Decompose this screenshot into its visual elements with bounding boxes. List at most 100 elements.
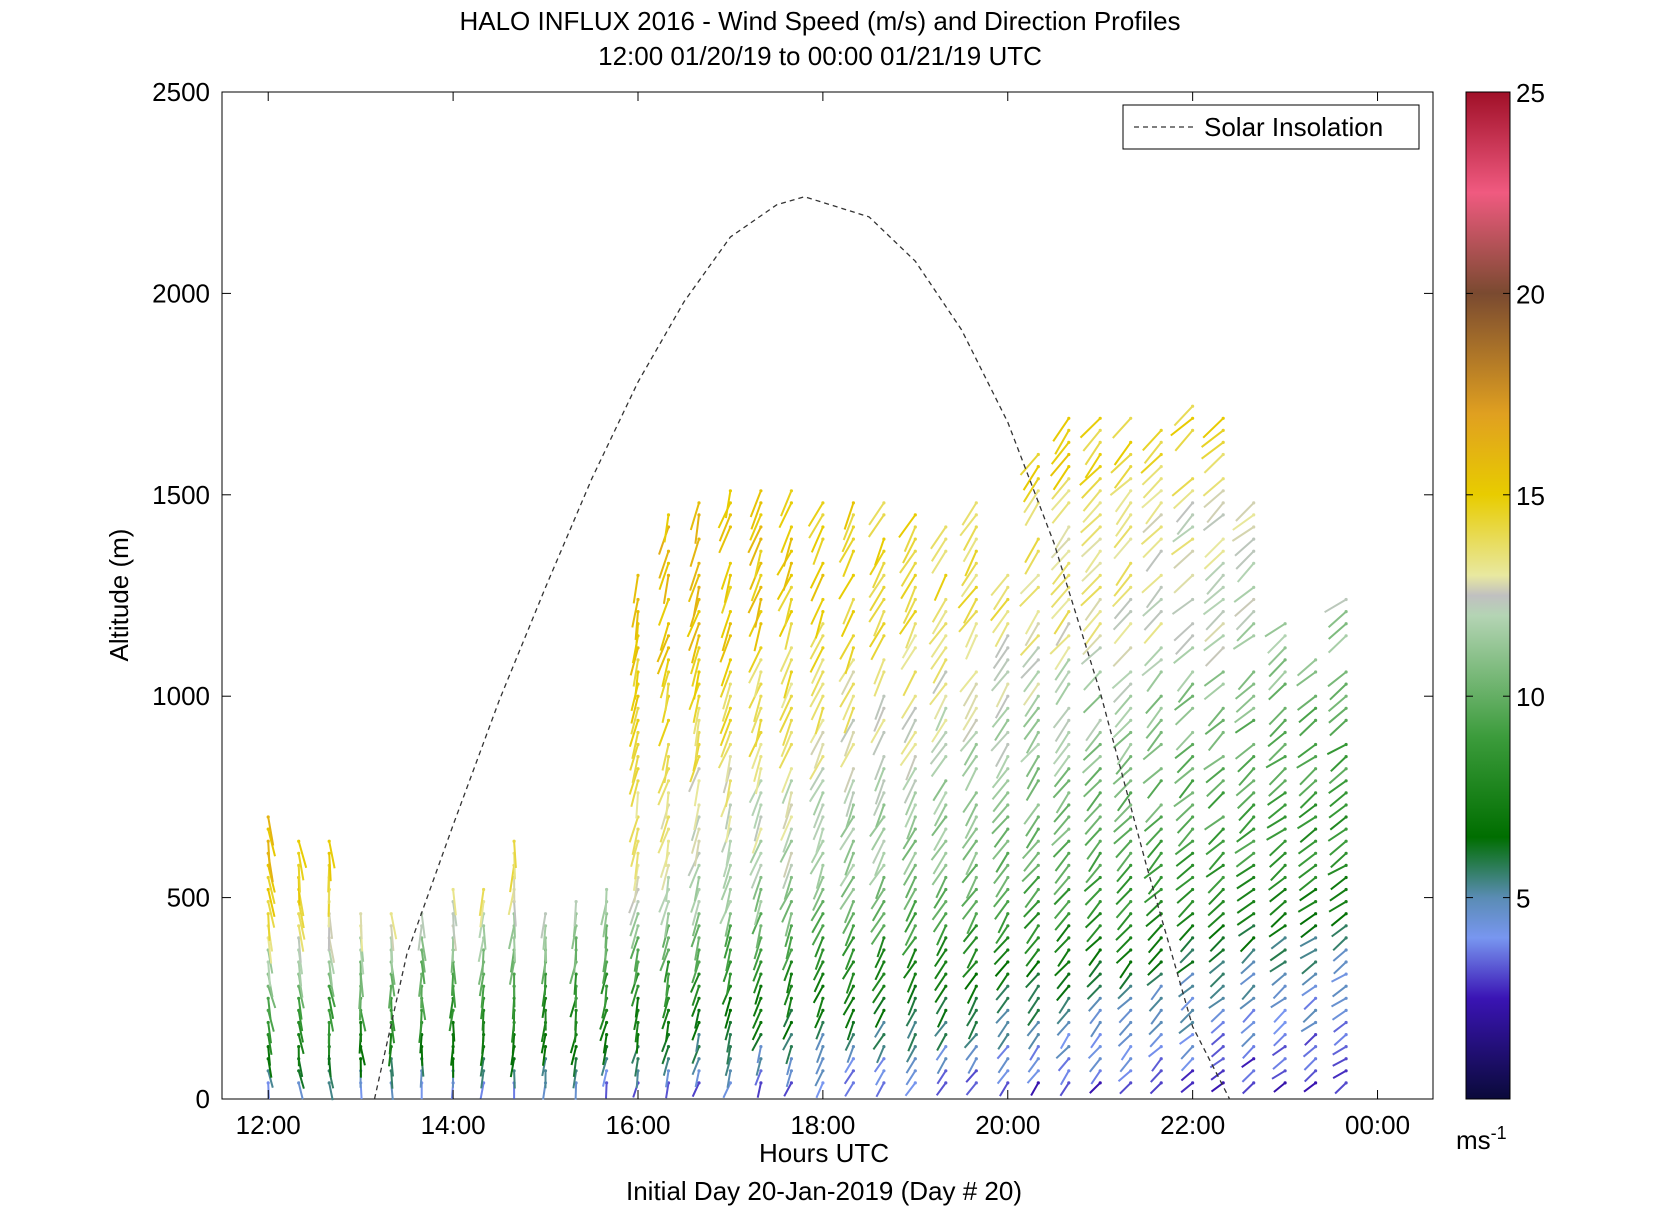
wind-barb-head xyxy=(974,875,978,880)
wind-barb xyxy=(1115,502,1132,526)
wind-barb-head xyxy=(636,851,640,855)
wind-barb-head xyxy=(821,863,825,868)
wind-barb xyxy=(1113,574,1132,597)
wind-barb xyxy=(876,937,885,958)
wind-barb xyxy=(725,841,732,866)
wind-barb xyxy=(543,974,547,996)
wind-barb-head xyxy=(1129,1069,1133,1073)
wind-barb-head xyxy=(1129,912,1133,916)
wind-barb xyxy=(1145,719,1162,739)
wind-barb-head xyxy=(636,839,640,843)
wind-barb xyxy=(634,611,639,640)
wind-barb-head xyxy=(882,585,886,590)
wind-barb xyxy=(1331,985,1347,998)
wind-barb-head xyxy=(728,984,733,988)
wind-barb-head xyxy=(789,718,794,723)
wind-barb xyxy=(1241,1033,1255,1048)
y-tick-label: 1000 xyxy=(152,681,210,711)
wind-barb xyxy=(1268,671,1286,691)
wind-barb xyxy=(1081,755,1101,774)
wind-barb xyxy=(267,937,273,964)
wind-barb xyxy=(935,997,947,1015)
y-tick-label: 500 xyxy=(167,883,210,913)
wind-barb-head xyxy=(1252,525,1256,529)
wind-barb xyxy=(1112,647,1132,667)
wind-barb xyxy=(990,598,1009,622)
wind-barb-head xyxy=(636,610,640,614)
wind-barb-head xyxy=(1098,742,1102,747)
wind-barb xyxy=(1239,973,1255,986)
wind-barb xyxy=(902,671,917,697)
wind-barb xyxy=(1296,816,1317,830)
wind-barb-head xyxy=(1344,1069,1348,1073)
wind-barb xyxy=(297,1010,304,1032)
wind-barb-head xyxy=(666,682,671,686)
wind-barb xyxy=(1237,924,1255,937)
wind-barb-head xyxy=(543,1045,548,1049)
wind-barb xyxy=(1115,900,1132,919)
wind-barb xyxy=(874,961,885,981)
wind-barb xyxy=(814,1009,824,1029)
wind-barb-head xyxy=(1191,682,1195,686)
wind-barb-head xyxy=(1098,610,1102,614)
wind-barb-head xyxy=(944,912,948,916)
wind-barb-head xyxy=(636,694,640,698)
wind-barb-head xyxy=(1344,1033,1348,1037)
wind-barb-head xyxy=(851,984,856,988)
wind-barb-head xyxy=(759,948,763,952)
wind-barb-head xyxy=(1098,791,1102,795)
wind-barb xyxy=(1299,937,1317,948)
wind-barb xyxy=(783,877,793,901)
wind-barb xyxy=(690,647,700,675)
wind-barb xyxy=(1328,707,1347,724)
wind-barb xyxy=(482,925,487,950)
wind-barb xyxy=(602,1034,608,1054)
wind-barb xyxy=(572,1070,578,1089)
wind-barb-head xyxy=(1098,465,1102,469)
wind-barb-head xyxy=(728,996,733,1000)
wind-barb xyxy=(1089,1058,1101,1073)
wind-barb xyxy=(932,913,947,933)
wind-barb xyxy=(928,623,947,645)
wind-barb-head xyxy=(821,839,825,843)
wind-barb xyxy=(931,599,947,623)
wind-barb xyxy=(267,1046,271,1066)
wind-barb-head xyxy=(913,537,917,541)
wind-barb-head xyxy=(789,912,794,916)
wind-barb xyxy=(1055,683,1070,706)
wind-barb xyxy=(1202,417,1224,439)
wind-barb-head xyxy=(1036,537,1040,541)
wind-barb xyxy=(929,743,947,765)
wind-barb-head xyxy=(851,573,856,578)
wind-barb-head xyxy=(1067,646,1071,650)
wind-barb xyxy=(753,973,762,994)
wind-barb-head xyxy=(1159,972,1163,976)
wind-barb-head xyxy=(327,1008,331,1013)
wind-barb xyxy=(573,974,578,995)
wind-barb-head xyxy=(297,924,301,928)
wind-barb xyxy=(1059,1082,1070,1097)
wind-barb xyxy=(754,768,762,795)
wind-barb xyxy=(1331,1009,1347,1021)
wind-barb xyxy=(994,695,1009,719)
wind-barb-head xyxy=(728,1057,733,1061)
wind-barb xyxy=(966,985,978,1004)
wind-barb-head xyxy=(1098,646,1102,650)
wind-barb-head xyxy=(789,694,794,698)
wind-barb xyxy=(844,1034,855,1052)
wind-barb xyxy=(691,997,700,1017)
wind-barb xyxy=(813,973,824,993)
wind-barb-head xyxy=(728,791,733,795)
wind-barb-head xyxy=(1067,718,1071,723)
wind-barb-head xyxy=(913,960,917,964)
wind-barb xyxy=(720,611,732,639)
wind-barb xyxy=(513,1070,516,1089)
wind-barb-head xyxy=(1067,561,1071,565)
wind-barb xyxy=(899,550,917,574)
wind-barb xyxy=(1052,417,1070,442)
wind-barb xyxy=(604,925,608,949)
wind-barb-head xyxy=(944,573,948,578)
wind-barb-head xyxy=(974,803,978,807)
wind-barb xyxy=(1088,852,1102,873)
wind-barb xyxy=(1148,997,1162,1012)
